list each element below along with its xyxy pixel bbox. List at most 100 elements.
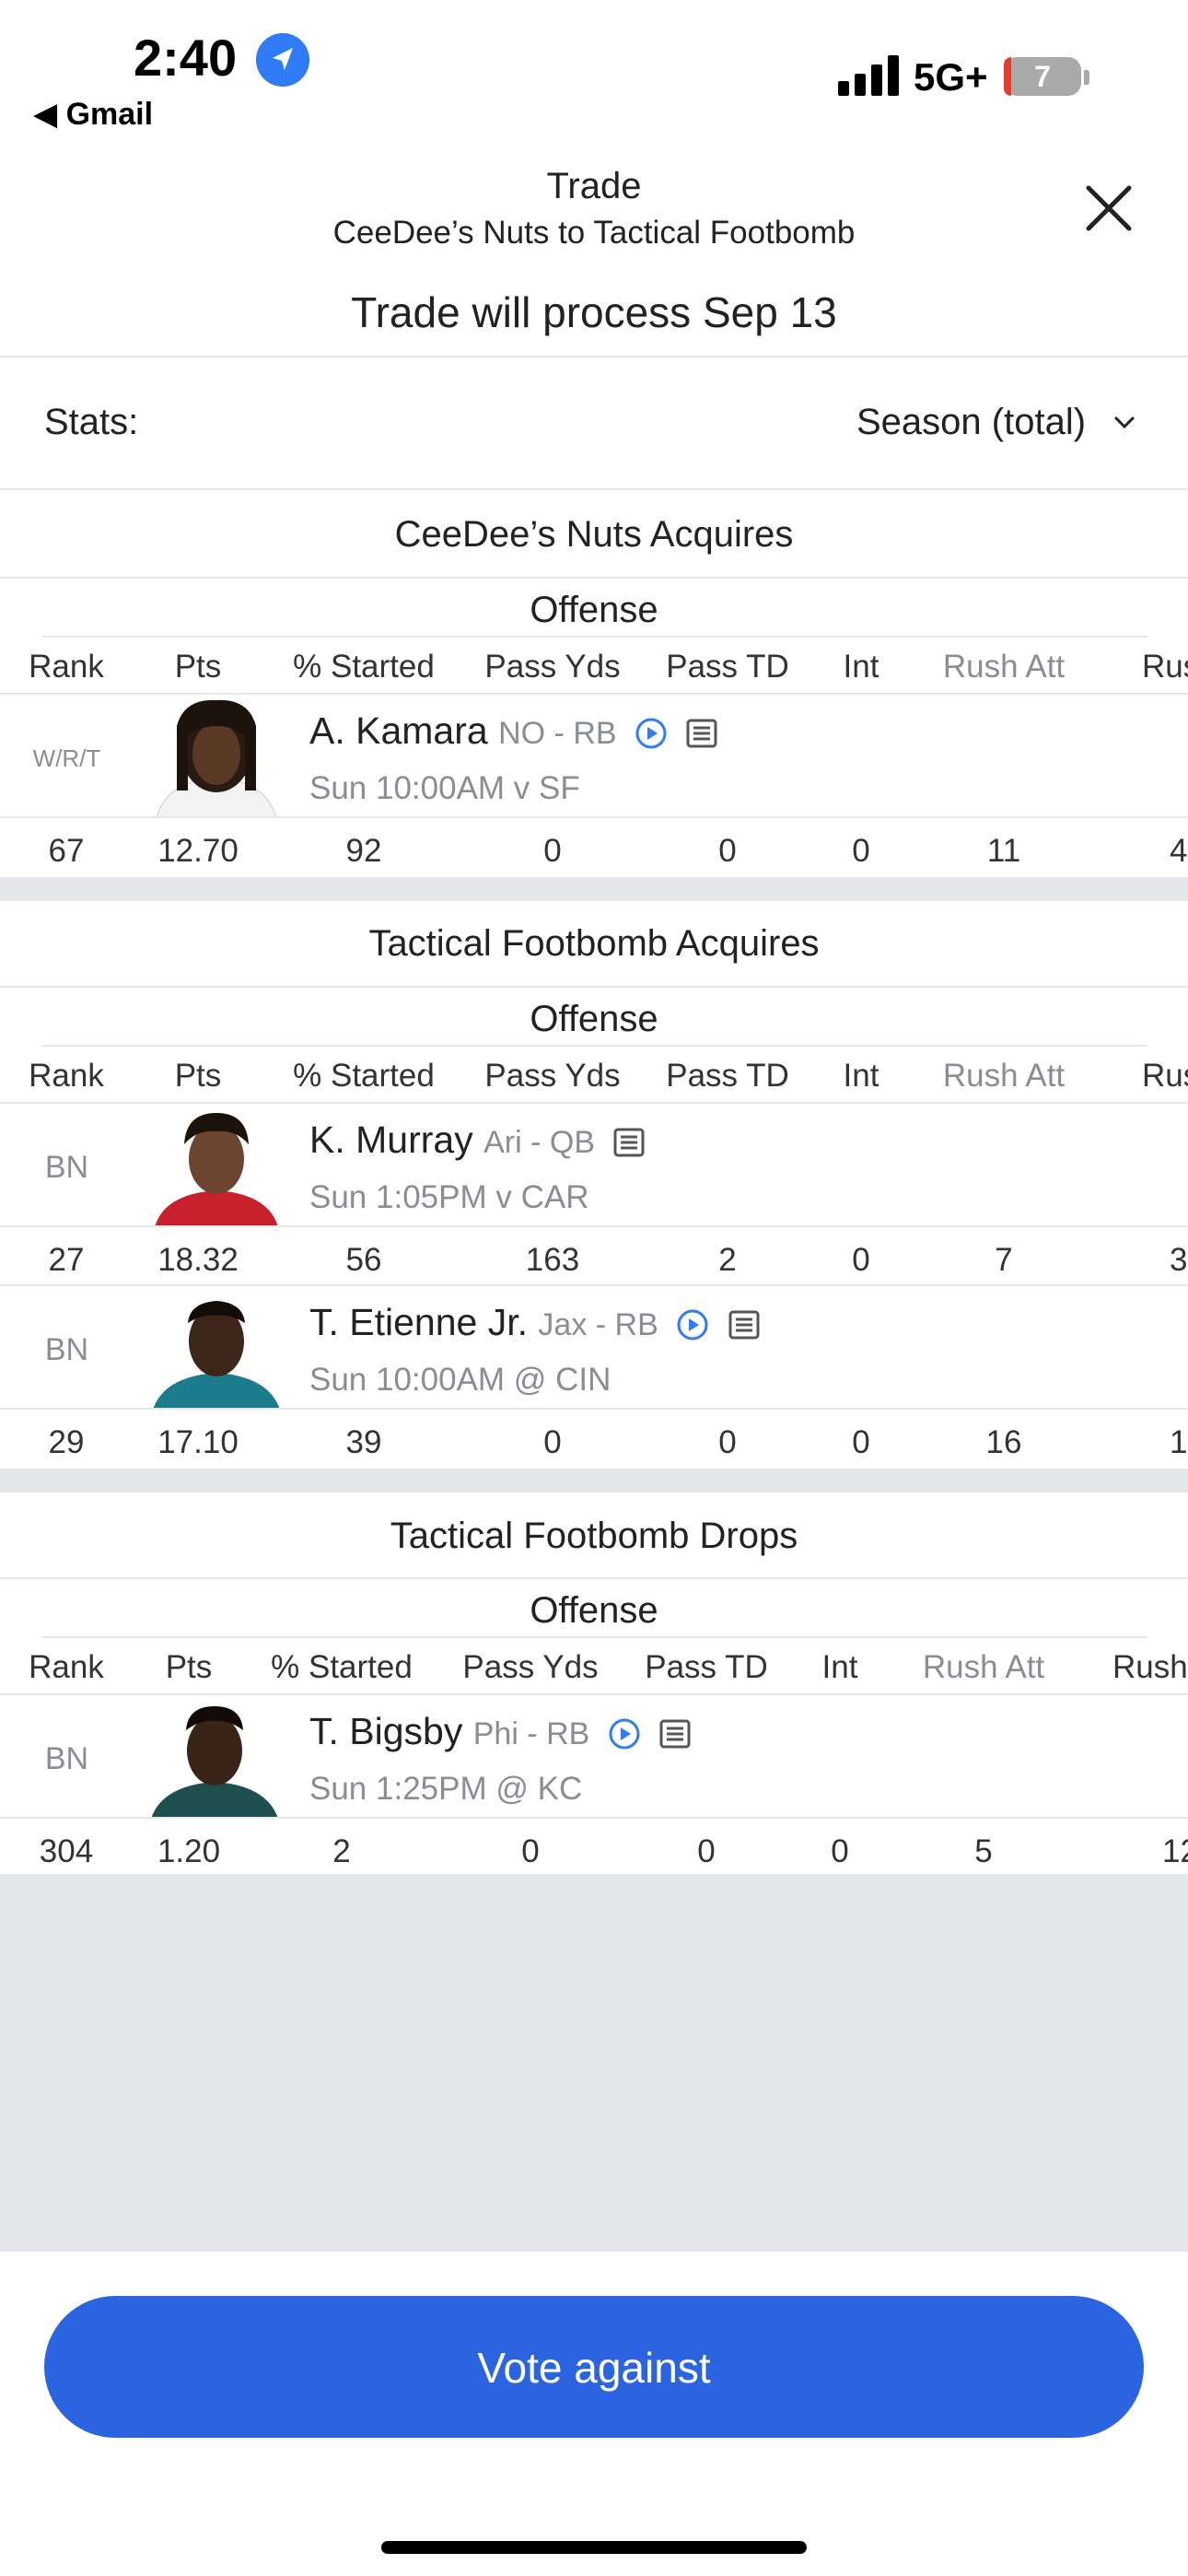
group-label: Offense xyxy=(530,590,658,630)
play-video-icon[interactable] xyxy=(635,717,668,750)
col-pts[interactable]: Pts xyxy=(174,649,222,685)
divider xyxy=(0,816,1188,818)
player-name[interactable]: A. Kamara xyxy=(309,709,488,752)
stat-pass-yds: 163 xyxy=(525,1242,580,1278)
divider xyxy=(0,1408,1188,1410)
col-pts[interactable]: Pts xyxy=(165,1649,213,1685)
col-rank[interactable]: Rank xyxy=(29,649,104,685)
col-pass-td[interactable]: Pass TD xyxy=(666,649,789,685)
player-name[interactable]: T. Bigsby xyxy=(309,1710,463,1752)
stat-pass-yds: 0 xyxy=(521,1833,540,1869)
col-pass-yds[interactable]: Pass Yds xyxy=(484,1058,621,1094)
game-time: Sun 10:00AM v SF xyxy=(309,770,580,806)
col-pass-td[interactable]: Pass TD xyxy=(666,1058,789,1094)
player-name-bigsby[interactable]: T. Bigsby Phi - RB xyxy=(309,1710,692,1753)
stat-rush-yds: 3 xyxy=(1170,1242,1188,1278)
player-name-murray[interactable]: K. Murray Ari - QB xyxy=(309,1118,646,1162)
vote-against-button[interactable]: Vote against xyxy=(44,2296,1144,2438)
col-int[interactable]: Int xyxy=(843,649,879,685)
player-headshot-murray[interactable] xyxy=(147,1098,285,1227)
divider xyxy=(0,1225,1188,1227)
col-rush-att[interactable]: Rush Att xyxy=(942,649,1066,685)
col-pass-td[interactable]: Pass TD xyxy=(645,1649,768,1685)
player-headshot-kamara[interactable] xyxy=(147,689,285,818)
game-time: Sun 1:05PM v CAR xyxy=(309,1179,589,1215)
stat-int: 0 xyxy=(831,1833,849,1869)
stat-pct-started: 92 xyxy=(345,833,382,869)
stat-pts: 1.20 xyxy=(157,1833,221,1869)
stat-rush-att: 7 xyxy=(995,1242,1013,1278)
player-name-etienne[interactable]: T. Etienne Jr. Jax - RB xyxy=(309,1301,761,1344)
divider xyxy=(0,356,1188,357)
divider xyxy=(0,1577,1188,1579)
player-headshot-etienne[interactable] xyxy=(147,1281,285,1410)
news-note-icon[interactable] xyxy=(685,717,718,750)
player-team-position: Jax - RB xyxy=(538,1307,658,1342)
location-arrow-icon xyxy=(256,33,309,87)
col-int[interactable]: Int xyxy=(821,1649,858,1685)
col-rush-yds[interactable]: Rush xyxy=(1112,1649,1188,1685)
stats-period-select[interactable]: Season (total) xyxy=(856,402,1087,442)
divider xyxy=(0,488,1188,490)
player-name-kamara[interactable]: A. Kamara NO - RB xyxy=(309,709,718,753)
section-title: Tactical Footbomb Acquires xyxy=(368,923,820,964)
page-title: Trade xyxy=(546,166,642,206)
player-team-position: Ari - QB xyxy=(483,1125,596,1160)
stat-pct-started: 2 xyxy=(332,1833,351,1869)
stat-int: 0 xyxy=(852,1242,870,1278)
divider xyxy=(42,636,1147,638)
col-rank[interactable]: Rank xyxy=(29,1058,104,1094)
stat-pass-yds: 0 xyxy=(543,833,562,869)
divider xyxy=(42,1636,1147,1638)
play-video-icon[interactable] xyxy=(608,1717,641,1751)
player-name[interactable]: T. Etienne Jr. xyxy=(309,1301,529,1343)
stat-rush-yds: 12 xyxy=(1162,1833,1188,1869)
stat-pct-started: 39 xyxy=(345,1424,382,1460)
divider xyxy=(0,986,1188,988)
stat-pass-td: 0 xyxy=(697,1833,716,1869)
stat-rush-yds: 1 xyxy=(1170,1424,1188,1460)
battery-cap xyxy=(1084,70,1089,85)
stat-rush-yds: 4 xyxy=(1170,833,1188,869)
player-headshot-bigsby[interactable] xyxy=(146,1690,284,1819)
empty-area xyxy=(0,1874,1188,2252)
col-rank[interactable]: Rank xyxy=(29,1649,104,1685)
stat-pass-td: 2 xyxy=(718,1242,737,1278)
player-name[interactable]: K. Murray xyxy=(309,1118,473,1161)
stat-pass-td: 0 xyxy=(718,833,737,869)
col-pct-started[interactable]: % Started xyxy=(293,1058,435,1094)
col-int[interactable]: Int xyxy=(843,1058,879,1094)
section-title: Tactical Footbomb Drops xyxy=(390,1516,798,1556)
stat-int: 0 xyxy=(852,1424,870,1460)
group-label: Offense xyxy=(530,999,658,1039)
player-team-position: NO - RB xyxy=(498,716,617,751)
col-rush-yds[interactable]: Rus xyxy=(1142,649,1188,685)
stat-rank: 29 xyxy=(48,1424,85,1460)
divider xyxy=(0,1693,1188,1695)
back-to-gmail[interactable]: ◀ Gmail xyxy=(33,97,154,132)
news-note-icon[interactable] xyxy=(658,1717,692,1751)
col-rush-yds[interactable]: Rus xyxy=(1142,1058,1188,1094)
page-subtitle: CeeDee’s Nuts to Tactical Footbomb xyxy=(332,215,856,251)
battery-icon: 7 xyxy=(1004,57,1081,96)
stat-pts: 18.32 xyxy=(157,1242,239,1278)
roster-slot: BN xyxy=(44,1741,89,1776)
close-icon[interactable] xyxy=(1081,181,1136,236)
col-pass-yds[interactable]: Pass Yds xyxy=(484,649,621,685)
col-rush-att[interactable]: Rush Att xyxy=(922,1649,1045,1685)
col-pct-started[interactable]: % Started xyxy=(293,649,435,685)
col-pct-started[interactable]: % Started xyxy=(271,1649,413,1685)
play-video-icon[interactable] xyxy=(676,1308,709,1341)
divider xyxy=(0,693,1188,695)
game-time: Sun 10:00AM @ CIN xyxy=(309,1362,611,1398)
divider xyxy=(0,1102,1188,1104)
game-time: Sun 1:25PM @ KC xyxy=(309,1771,583,1807)
news-note-icon[interactable] xyxy=(612,1126,646,1159)
home-indicator[interactable] xyxy=(381,2541,807,2554)
chevron-down-icon[interactable] xyxy=(1112,411,1136,435)
news-note-icon[interactable] xyxy=(728,1308,761,1341)
divider xyxy=(42,1045,1147,1047)
col-pass-yds[interactable]: Pass Yds xyxy=(462,1649,599,1685)
col-pts[interactable]: Pts xyxy=(174,1058,222,1094)
col-rush-att[interactable]: Rush Att xyxy=(942,1058,1066,1094)
